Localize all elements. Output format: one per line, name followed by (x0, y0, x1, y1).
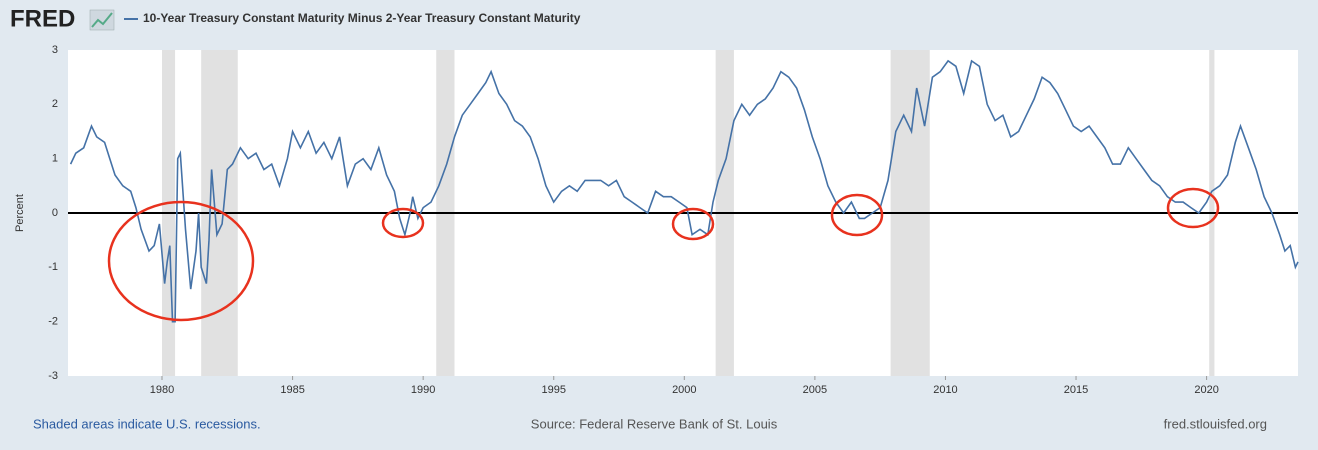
highlight-circle (107, 200, 255, 322)
highlight-circle (1166, 187, 1220, 229)
x-tick-label: 1990 (411, 384, 435, 396)
y-tick-label: -2 (48, 316, 58, 328)
data-line (69, 59, 1299, 323)
source: Source: Federal Reserve Bank of St. Loui… (531, 416, 778, 431)
annotations (107, 187, 1220, 322)
x-tick-label: 2010 (933, 384, 957, 396)
legend-label: 10-Year Treasury Constant Maturity Minus… (143, 11, 581, 25)
y-tick-label: -1 (48, 261, 58, 273)
y-tick-label: 3 (52, 44, 58, 56)
y-tick-label: -3 (48, 370, 58, 382)
x-tick-label: 1985 (280, 384, 304, 396)
x-tick-label: 2015 (1064, 384, 1088, 396)
site-url: fred.stlouisfed.org (1164, 416, 1267, 431)
x-tick-label: 1980 (150, 384, 174, 396)
x-tick-label: 2005 (803, 384, 827, 396)
highlight-circle (830, 193, 884, 237)
y-axis-label: Percent (14, 194, 26, 232)
x-tick-label: 2020 (1194, 384, 1218, 396)
y-tick-label: 2 (52, 98, 58, 110)
y-tick-label: 0 (52, 207, 58, 219)
highlight-circle (381, 207, 425, 239)
x-tick-label: 2000 (672, 384, 696, 396)
highlight-circle (671, 207, 715, 241)
recession-note-link[interactable]: Shaded areas indicate U.S. recessions. (33, 416, 261, 431)
logo-icon (89, 9, 115, 31)
logo: FRED (10, 5, 75, 32)
x-tick-label: 1995 (541, 384, 565, 396)
y-tick-label: 1 (52, 153, 58, 165)
